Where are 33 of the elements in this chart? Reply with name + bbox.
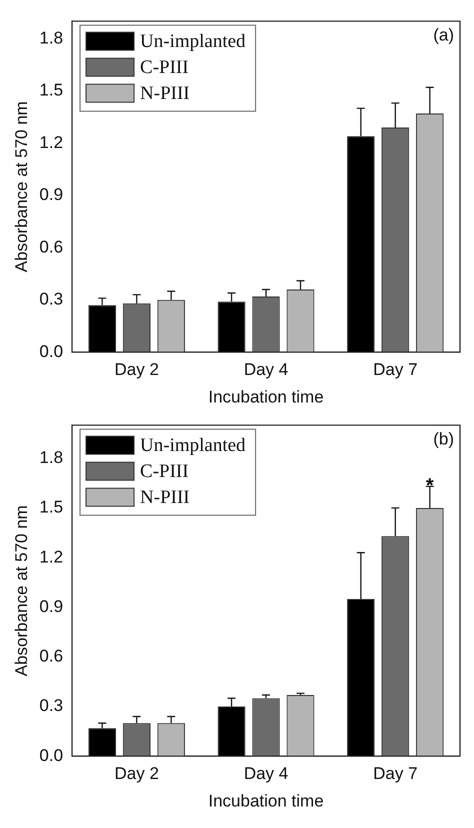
y-tick-label: 0.0 xyxy=(39,342,64,361)
x-tick-label: Day 2 xyxy=(114,360,159,380)
y-tick-label: 0.9 xyxy=(39,185,64,204)
legend-label: Un-implanted xyxy=(140,31,246,52)
x-axis-title: Incubation time xyxy=(208,387,324,406)
y-tick-label: 1.5 xyxy=(39,498,64,517)
y-tick-label: 1.8 xyxy=(39,448,64,467)
y-tick-label: 0.6 xyxy=(39,237,64,256)
y-tick-label: 0.3 xyxy=(39,696,64,716)
x-tick-label: Day 7 xyxy=(373,360,418,380)
legend-label: N-PIII xyxy=(140,487,190,508)
x-tick-label: Day 4 xyxy=(244,360,288,380)
y-tick-label: 1.2 xyxy=(39,547,64,566)
y-tick-label: 0.0 xyxy=(39,746,64,765)
y-axis-title: Absorbance at 570 nm xyxy=(12,101,31,272)
legend-label: C-PIII xyxy=(140,57,189,78)
y-tick-label: 1.2 xyxy=(39,132,64,152)
annotation: * xyxy=(426,474,434,497)
legend-label: N-PIII xyxy=(140,83,190,104)
y-tick-label: 1.8 xyxy=(39,28,64,48)
y-tick-label: 1.5 xyxy=(39,80,64,100)
x-tick-label: Day 7 xyxy=(373,764,418,784)
x-axis-title: Incubation time xyxy=(208,791,324,810)
y-tick-label: 0.9 xyxy=(39,596,64,616)
legend-label: C-PIII xyxy=(140,461,189,482)
x-tick-label: Day 2 xyxy=(114,764,159,784)
legend-label: Un-implanted xyxy=(140,435,246,456)
x-tick-label: Day 4 xyxy=(244,764,288,784)
y-axis-title: Absorbance at 570 nm xyxy=(12,505,31,676)
y-tick-label: 0.3 xyxy=(39,290,64,309)
annotation: (b) xyxy=(433,429,454,448)
annotation: (a) xyxy=(433,25,454,44)
y-tick-label: 0.6 xyxy=(39,646,64,666)
